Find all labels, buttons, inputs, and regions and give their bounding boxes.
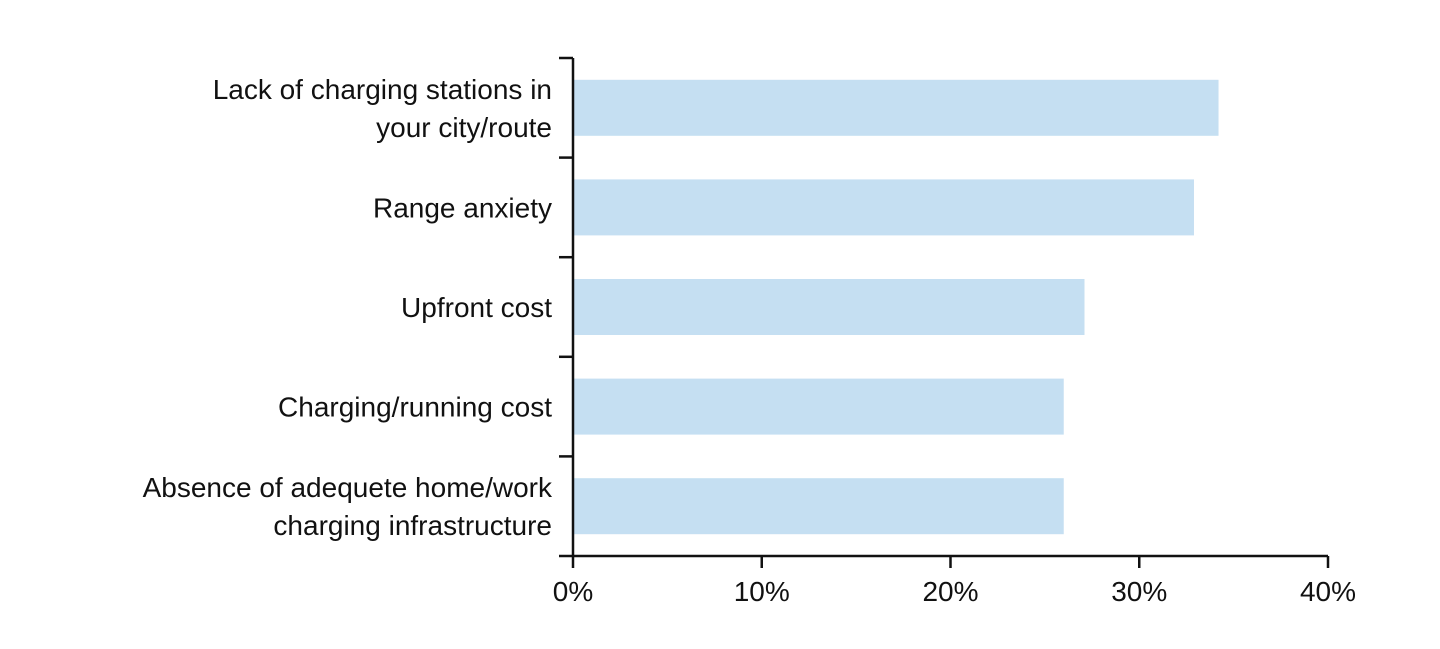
x-tick-label-1: 10% — [734, 576, 790, 607]
category-label-4-line-0: Absence of adequete home/work — [143, 472, 553, 503]
category-label-2: Upfront cost — [401, 292, 552, 323]
x-ticks-group: 0% 10% 20% 30% 40% — [553, 556, 1356, 607]
bar-4 — [574, 478, 1064, 535]
x-tick-label-4: 40% — [1300, 576, 1356, 607]
category-label-4: Absence of adequete home/work charging in… — [143, 472, 553, 541]
category-label-1-line-0: Range anxiety — [373, 192, 552, 223]
category-label-1: Range anxiety — [373, 192, 552, 223]
category-label-4-line-1: charging infrastructure — [273, 510, 552, 541]
x-tick-label-2: 20% — [922, 576, 978, 607]
bar-1 — [574, 179, 1194, 236]
bar-0 — [574, 79, 1219, 136]
category-label-0-line-1: your city/route — [376, 112, 552, 143]
bar-2 — [574, 279, 1085, 335]
category-label-0: Lack of charging stations in your city/ro… — [213, 74, 552, 143]
x-tick-label-0: 0% — [553, 576, 593, 607]
category-label-3-line-0: Charging/running cost — [278, 392, 552, 423]
x-tick-label-3: 30% — [1111, 576, 1167, 607]
bars-group — [574, 79, 1219, 535]
bar-3 — [574, 378, 1064, 435]
category-label-3: Charging/running cost — [278, 392, 552, 423]
category-label-2-line-0: Upfront cost — [401, 292, 552, 323]
category-label-0-line-0: Lack of charging stations in — [213, 74, 552, 105]
category-labels-group: Lack of charging stations in your city/ro… — [143, 74, 553, 541]
